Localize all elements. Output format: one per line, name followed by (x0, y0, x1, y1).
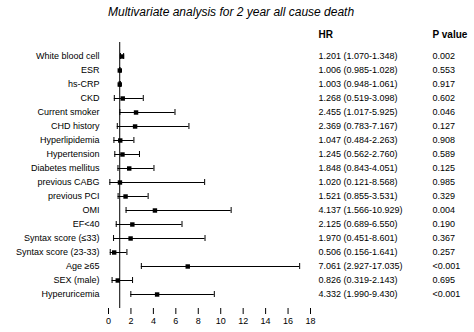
svg-text:Current smoker: Current smoker (37, 107, 99, 117)
svg-text:hs-CRP: hs-CRP (68, 79, 100, 89)
svg-text:0.367: 0.367 (433, 233, 456, 243)
svg-text:18: 18 (305, 316, 315, 326)
svg-text:EF<40: EF<40 (73, 219, 100, 229)
svg-text:P value: P value (433, 29, 468, 40)
svg-text:8: 8 (196, 316, 201, 326)
svg-text:<0.001: <0.001 (433, 261, 461, 271)
svg-text:Syntax score (≤33): Syntax score (≤33) (24, 233, 99, 243)
svg-text:0.985: 0.985 (433, 177, 456, 187)
svg-text:12: 12 (238, 316, 248, 326)
svg-text:0: 0 (106, 316, 111, 326)
svg-text:2.369 (0.783-7.167): 2.369 (0.783-7.167) (319, 121, 398, 131)
svg-text:Hyperuricemia: Hyperuricemia (41, 289, 99, 299)
svg-text:4: 4 (151, 316, 156, 326)
svg-text:0.127: 0.127 (433, 121, 456, 131)
svg-text:previous CABG: previous CABG (37, 177, 99, 187)
svg-text:previous PCI: previous PCI (48, 191, 100, 201)
svg-text:Hyperlipidemia: Hyperlipidemia (40, 135, 100, 145)
svg-text:6: 6 (173, 316, 178, 326)
svg-text:OMI: OMI (83, 205, 100, 215)
svg-text:0.917: 0.917 (433, 79, 456, 89)
svg-text:1.201 (1.070-1.348): 1.201 (1.070-1.348) (319, 51, 398, 61)
svg-text:CHD history: CHD history (51, 121, 100, 131)
svg-text:0.329: 0.329 (433, 191, 456, 201)
svg-text:0.046: 0.046 (433, 107, 456, 117)
svg-text:<0.001: <0.001 (433, 289, 461, 299)
svg-text:0.190: 0.190 (433, 219, 456, 229)
svg-text:Hypertension: Hypertension (46, 149, 99, 159)
svg-text:2.455 (1.017-5.925): 2.455 (1.017-5.925) (319, 107, 398, 117)
svg-text:HR: HR (319, 29, 334, 40)
svg-text:SEX (male): SEX (male) (53, 275, 99, 285)
svg-text:1.006 (0.985-1.028): 1.006 (0.985-1.028) (319, 65, 398, 75)
svg-text:0.553: 0.553 (433, 65, 456, 75)
svg-text:0.695: 0.695 (433, 275, 456, 285)
svg-text:1.521 (0.855-3.531): 1.521 (0.855-3.531) (319, 191, 398, 201)
svg-text:1.003 (0.948-1.061): 1.003 (0.948-1.061) (319, 79, 398, 89)
svg-text:Syntax score (23-33): Syntax score (23-33) (16, 247, 100, 257)
svg-text:Age ≥65: Age ≥65 (66, 261, 99, 271)
svg-text:1.268 (0.519-3.098): 1.268 (0.519-3.098) (319, 93, 398, 103)
svg-text:0.002: 0.002 (433, 51, 456, 61)
svg-text:0.506 (0.156-1.641): 0.506 (0.156-1.641) (319, 247, 398, 257)
html-text:Multivariate analysis for 2 ye: Multivariate analysis for 2 year all cau… (108, 5, 355, 19)
svg-text:4.137 (1.566-10.929): 4.137 (1.566-10.929) (319, 205, 403, 215)
svg-text:1.245 (0.562-2.760): 1.245 (0.562-2.760) (319, 149, 398, 159)
svg-text:Diabetes mellitus: Diabetes mellitus (31, 163, 100, 173)
svg-text:1.047 (0.484-2.263): 1.047 (0.484-2.263) (319, 135, 398, 145)
svg-text:1.848 (0.843-4.051): 1.848 (0.843-4.051) (319, 163, 398, 173)
svg-text:2: 2 (128, 316, 133, 326)
svg-text:14: 14 (261, 316, 271, 326)
svg-text:4.332 (1.990-9.430): 4.332 (1.990-9.430) (319, 289, 398, 299)
svg-text:0.826 (0.319-2.143): 0.826 (0.319-2.143) (319, 275, 398, 285)
svg-text:CKD: CKD (80, 93, 100, 103)
svg-text:White blood cell: White blood cell (36, 51, 100, 61)
svg-text:0.602: 0.602 (433, 93, 456, 103)
svg-text:0.589: 0.589 (433, 149, 456, 159)
svg-text:0.257: 0.257 (433, 247, 456, 257)
svg-text:0.908: 0.908 (433, 135, 456, 145)
svg-text:1.020 (0.121-8.568): 1.020 (0.121-8.568) (319, 177, 398, 187)
svg-text:1.970 (0.451-8.601): 1.970 (0.451-8.601) (319, 233, 398, 243)
svg-text:10: 10 (216, 316, 226, 326)
svg-text:0.125: 0.125 (433, 163, 456, 173)
svg-text:ESR: ESR (81, 65, 100, 75)
svg-text:7.061 (2.927-17.035): 7.061 (2.927-17.035) (319, 261, 403, 271)
svg-text:16: 16 (283, 316, 293, 326)
svg-text:2.125 (0.689-6.550): 2.125 (0.689-6.550) (319, 219, 398, 229)
svg-text:0.004: 0.004 (433, 205, 456, 215)
